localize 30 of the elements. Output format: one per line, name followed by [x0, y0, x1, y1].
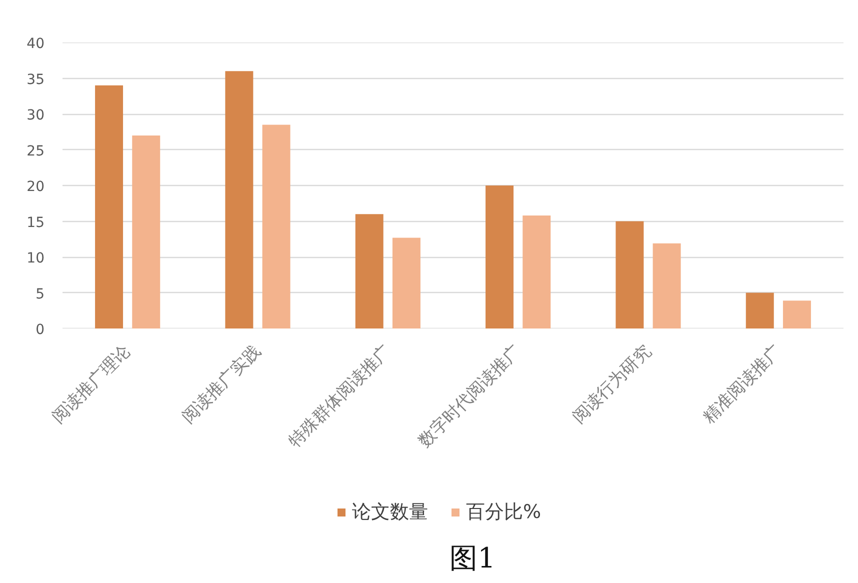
bar: [782, 300, 811, 328]
x-tick-label: 特殊群体阅读推广: [284, 341, 395, 452]
bar: [225, 71, 254, 328]
bar: [262, 124, 290, 328]
y-tick-label: 15: [26, 214, 45, 231]
bar: [616, 221, 644, 328]
y-tick-label: 30: [26, 108, 45, 124]
y-tick-label: 10: [26, 250, 45, 266]
y-tick-label: 25: [26, 143, 45, 160]
y-tick-label: 0: [36, 322, 45, 338]
bar: [652, 243, 681, 328]
y-tick-label: 20: [26, 179, 45, 195]
bar: [392, 238, 420, 328]
legend-label: 百分比%: [466, 500, 542, 525]
bar: [486, 186, 514, 328]
x-tick-label: 阅读推广理论: [48, 341, 135, 428]
bar: [355, 214, 384, 328]
x-tick-label: 阅读行为研究: [569, 341, 656, 428]
x-tick-label: 精准阅读推广: [699, 341, 786, 428]
y-tick-label: 5: [36, 286, 45, 302]
y-tick-label: 35: [26, 72, 45, 88]
x-tick-label: 数字时代阅读推广: [414, 341, 526, 452]
bar: [746, 292, 774, 328]
caption: 图1: [450, 542, 496, 574]
bar: [132, 135, 160, 328]
y-tick-label: 40: [26, 36, 45, 52]
x-tick-label: 阅读推广实践: [178, 341, 265, 428]
bar: [522, 216, 551, 328]
bar: [95, 85, 124, 328]
legend-label: 论文数量: [352, 500, 428, 525]
